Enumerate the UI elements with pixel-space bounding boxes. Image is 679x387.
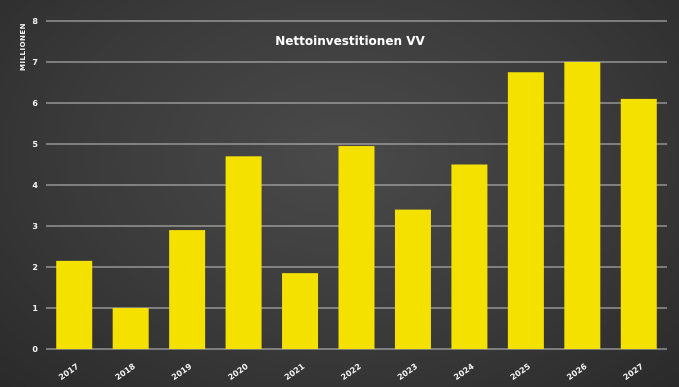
y-tick-label: 1 xyxy=(32,304,38,313)
y-tick-label: 2 xyxy=(32,263,38,272)
y-axis-label: MILLIONEN xyxy=(19,23,27,71)
x-tick-label: 2027 xyxy=(622,362,645,382)
x-tick-label: 2019 xyxy=(170,362,194,382)
y-tick-label: 6 xyxy=(32,99,38,108)
bar-2022 xyxy=(338,146,375,349)
x-tick-labels: 2017 2018 2019 2020 2021 2022 2023 2024 2025 2026… xyxy=(57,362,645,382)
y-tick-label: 5 xyxy=(32,140,38,149)
x-tick-label: 2021 xyxy=(283,362,307,382)
y-tick-labels: 0 1 2 3 4 5 6 7 8 xyxy=(32,17,38,354)
x-tick-label: 2026 xyxy=(565,362,589,382)
x-tick-label: 2023 xyxy=(396,362,419,382)
x-tick-label: 2024 xyxy=(452,362,476,382)
chart-title: Nettoinvestitionen VV xyxy=(275,34,425,48)
bar-2023 xyxy=(394,209,431,349)
y-tick-label: 3 xyxy=(32,222,38,231)
x-tick-label: 2018 xyxy=(114,362,138,382)
bar-2026 xyxy=(564,62,601,349)
bar-2024 xyxy=(451,164,488,349)
x-tick-label: 2025 xyxy=(509,362,533,382)
bar-2025 xyxy=(507,72,544,349)
y-tick-label: 4 xyxy=(32,181,38,190)
x-tick-label: 2017 xyxy=(57,362,80,382)
bar-2020 xyxy=(225,156,262,349)
bar-2027 xyxy=(620,98,657,350)
y-tick-label: 0 xyxy=(32,345,38,354)
bar-2017 xyxy=(56,260,93,349)
x-tick-label: 2022 xyxy=(339,362,362,382)
y-tick-label: 7 xyxy=(32,58,38,67)
bar-2019 xyxy=(169,230,206,349)
bars xyxy=(56,62,657,350)
bar-2018 xyxy=(112,308,149,349)
bar-2021 xyxy=(282,273,319,349)
y-tick-label: 8 xyxy=(32,17,38,26)
x-tick-label: 2020 xyxy=(226,362,250,382)
